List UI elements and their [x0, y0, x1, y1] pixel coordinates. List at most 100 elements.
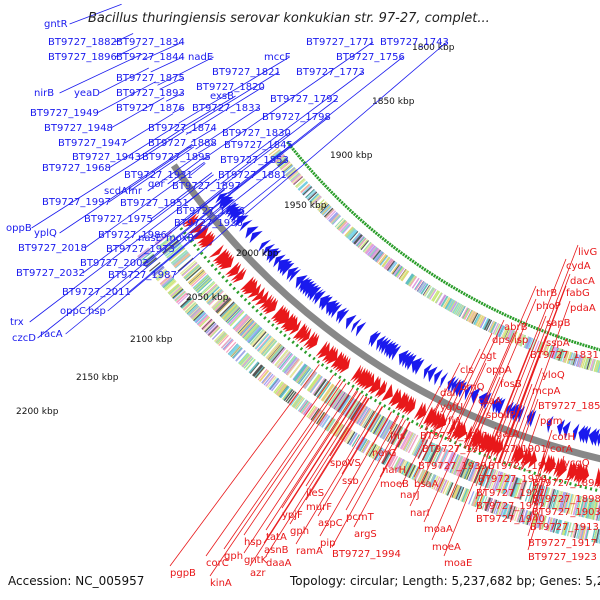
reverse-leader-line: [289, 397, 369, 525]
scale-label: 1800 kbp: [412, 43, 455, 53]
forward-gene-label: BT9727_1897: [172, 181, 241, 192]
track-bar: [486, 498, 493, 512]
gc-mark: [300, 158, 305, 163]
track-bar: [345, 399, 358, 418]
forward-feature: [495, 398, 506, 416]
reverse-leader-line: [432, 413, 443, 434]
track-bar: [536, 485, 543, 505]
track-bar: [405, 433, 416, 452]
track-bar: [399, 460, 407, 474]
scale-ticks: 1800 kbp 1850 kbp 1900 kbp 1950 kbp 2000 kbp…: [16, 43, 455, 417]
track-bar: [282, 356, 297, 373]
reverse-feature: [334, 354, 347, 371]
forward-gene-label: scdA: [104, 186, 128, 197]
track-bar: [338, 395, 351, 413]
gc-mark: [381, 236, 385, 241]
reverse-gene-label: pcmT: [346, 512, 375, 523]
track-bar: [296, 179, 306, 189]
gc-mark: [455, 287, 459, 292]
track-bar: [185, 302, 197, 314]
forward-gene-label: BT9727_1820: [196, 82, 265, 93]
track-bar: [344, 226, 354, 237]
forward-leader-line: [190, 163, 206, 176]
gc-mark: [519, 320, 523, 324]
gc-mark: [473, 449, 477, 454]
track-bar: [474, 314, 481, 326]
track-bar: [468, 461, 477, 481]
reverse-leader-line: [243, 383, 347, 536]
forward-gene-label: moxR: [166, 233, 194, 244]
track-bar: [355, 405, 367, 424]
track-bar: [482, 317, 489, 330]
track-bar: [589, 358, 595, 371]
gc-mark: [329, 369, 333, 374]
gc-mark: [462, 291, 466, 296]
gc-mark: [357, 216, 361, 221]
track-bar: [324, 417, 333, 430]
gc-mark: [493, 308, 497, 312]
track-bar: [233, 314, 249, 330]
track-bar: [527, 337, 534, 350]
track-bar: [516, 333, 523, 346]
forward-gene-label: BT9727_1756: [336, 52, 405, 63]
track-bar: [491, 499, 498, 514]
gc-mark: [193, 243, 197, 248]
track-bar: [324, 386, 338, 404]
track-bar: [531, 512, 537, 527]
reverse-gene-label: dal: [440, 388, 455, 399]
track-bar: [532, 513, 538, 527]
gc-mark: [549, 332, 553, 336]
gc-mark: [401, 252, 406, 257]
forward-leader-line: [197, 142, 216, 154]
track-bar: [468, 462, 478, 482]
gc-mark: [383, 404, 387, 408]
reverse-gene-label: BT9727_1901: [478, 444, 547, 455]
reverse-leader-line: [556, 455, 565, 482]
track-bar: [484, 318, 491, 331]
reverse-gene-label: narJ: [400, 490, 420, 501]
track-bar: [552, 347, 558, 360]
track-bar: [300, 184, 311, 194]
gc-mark: [331, 192, 336, 197]
track-bar: [559, 349, 565, 362]
forward-leader-line: [138, 128, 183, 158]
track-bar: [479, 466, 488, 486]
gc-mark: [579, 484, 583, 489]
forward-feature: [257, 239, 271, 253]
gc-mark: [308, 353, 312, 358]
track-bar: [352, 233, 362, 244]
track-bar: [318, 202, 329, 213]
track-bar: [413, 437, 424, 456]
reverse-leader-line: [475, 459, 492, 500]
reverse-feature: [258, 294, 273, 309]
reverse-leader-line: [419, 427, 422, 430]
gc-mark: [397, 249, 401, 253]
track-bar: [508, 476, 517, 497]
track-bar: [578, 496, 585, 517]
track-bar: [552, 347, 558, 359]
reverse-leader-line: [431, 450, 471, 541]
forward-gene-label: BT9727_1987: [108, 270, 177, 281]
track-bar: [193, 275, 210, 290]
track-bar: [362, 409, 374, 428]
reverse-feature: [463, 425, 472, 444]
forward-leader-line: [124, 113, 174, 144]
gc-mark: [538, 327, 542, 332]
reverse-gene-label: corA: [550, 444, 573, 455]
reverse-gene-label: daaA: [266, 558, 292, 569]
track-bar: [363, 242, 373, 253]
track-bar: [139, 250, 152, 260]
track-bar: [199, 316, 211, 328]
gc-mark: [485, 304, 489, 308]
track-bar: [322, 206, 332, 216]
track-bar: [433, 447, 444, 466]
gc-mark: [346, 381, 351, 386]
track-bar: [373, 250, 382, 261]
track-bar: [512, 477, 520, 498]
track-bar: [453, 485, 460, 499]
gc-mark: [338, 198, 342, 203]
forward-gene-label: fnr: [128, 186, 143, 197]
track-bar: [374, 416, 386, 435]
track-bar: [448, 300, 456, 312]
forward-gene-label: BT9727_1792: [270, 94, 339, 105]
